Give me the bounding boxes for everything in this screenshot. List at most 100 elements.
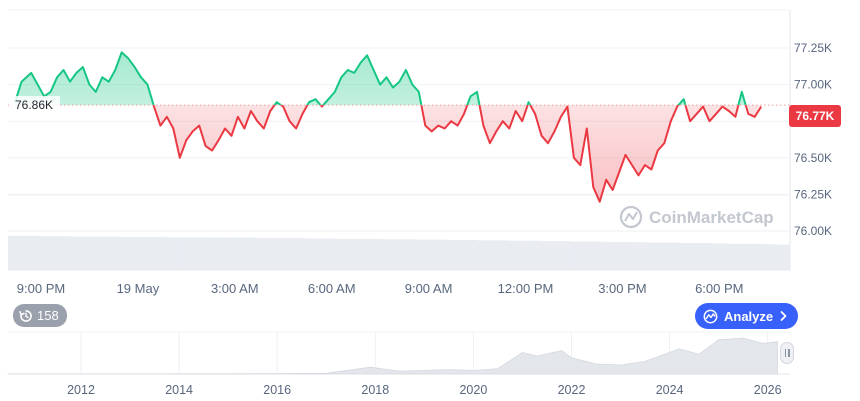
volume-bar: [617, 241, 634, 270]
volume-bar: [289, 238, 306, 270]
price-line-layer: [14, 51, 763, 203]
x-tick-label: 12:00 PM: [498, 281, 554, 296]
x-tick-label: 3:00 PM: [598, 281, 646, 296]
reference-label-bg: [9, 96, 60, 115]
volume-bar: [445, 239, 462, 270]
volume-bar: [39, 236, 56, 270]
volume-bar: [571, 241, 587, 270]
volume-bar: [352, 238, 369, 270]
volume-bar: [320, 238, 337, 270]
volume-bar: [743, 243, 760, 270]
volume-bar: [70, 236, 87, 270]
volume-bar: [758, 244, 775, 270]
history-count: 158: [37, 308, 59, 323]
current-price-tag: 76.77K: [789, 105, 841, 127]
analyze-label: Analyze: [724, 308, 774, 324]
volume-bar: [524, 240, 541, 270]
x-tick-label: 9:00 PM: [17, 281, 65, 296]
volume-bar: [101, 236, 118, 270]
watermark-icon: [619, 205, 643, 229]
x-tick-label: 3:00 AM: [211, 281, 259, 296]
volume-bar: [23, 235, 40, 270]
volume-bar: [477, 240, 494, 270]
navigator-tick-label: 2012: [67, 383, 95, 397]
x-tick-label: 6:00 AM: [308, 281, 356, 296]
analyze-button[interactable]: Analyze: [695, 303, 799, 329]
y-tick-label: 77.00K: [794, 78, 832, 92]
volume-bar: [414, 239, 431, 270]
navigator-tick-label: 2016: [263, 383, 291, 397]
navigator-tick-label: 2018: [361, 383, 389, 397]
volume-bar: [727, 243, 744, 270]
volume-bar: [305, 238, 322, 270]
y-tick-label: 77.25K: [794, 41, 832, 55]
volume-bar: [586, 241, 603, 270]
navigator-tick-label: 2020: [459, 383, 487, 397]
volume-bar: [242, 237, 259, 270]
analyze-icon: [703, 309, 718, 323]
navigator-tick-label: 2024: [656, 383, 684, 397]
y-tick-label: 76.00K: [794, 224, 832, 238]
y-grid: [8, 9, 791, 271]
volume-bar: [195, 237, 212, 270]
volume-bar: [633, 242, 650, 270]
price-line-above: [14, 51, 747, 106]
volume-bar: [711, 243, 728, 270]
volume-bar: [54, 236, 71, 270]
volume-bar: [367, 238, 384, 270]
volume-bar: [461, 239, 478, 270]
watermark-icon-mark: [624, 211, 638, 222]
history-icon: [19, 309, 32, 322]
reference-line-layer: 76.86K: [8, 96, 790, 115]
volume-bar: [336, 238, 353, 270]
volume-bars: [8, 235, 791, 270]
volume-bar: [258, 238, 275, 270]
volume-bar: [508, 240, 525, 270]
navigator-handle[interactable]: [780, 342, 794, 364]
navigator-tick-label: 2022: [558, 383, 586, 397]
navigator[interactable]: 2012 2014 2016 2018 2020 2022 2024 2026: [7, 331, 790, 397]
volume-bar: [602, 241, 619, 270]
volume-bar: [226, 237, 243, 270]
volume-bar: [117, 236, 134, 270]
y-tick-label: 76.50K: [794, 151, 832, 165]
watermark-text: CoinMarketCap: [649, 208, 774, 227]
x-tick-label: 9:00 AM: [405, 281, 453, 296]
navigator-tick-label: 2026: [754, 383, 782, 397]
volume-bar: [86, 236, 103, 270]
volume-bar: [180, 237, 196, 270]
volume-bar: [664, 242, 681, 270]
y-tick-label: 76.25K: [794, 187, 832, 201]
volume-bar: [430, 239, 447, 270]
volume-bar: [696, 243, 713, 270]
volume-bar: [492, 240, 509, 270]
volume-bar: [399, 239, 415, 270]
volume-bar: [774, 244, 791, 270]
volume-bar: [211, 237, 228, 270]
reference-label: 76.86K: [15, 98, 53, 112]
navigator-tick-label: 2014: [165, 383, 193, 397]
volume-bar: [164, 237, 181, 270]
volume-bar: [133, 236, 150, 270]
chevron-right-icon: [780, 311, 787, 321]
price-line-below: [152, 105, 763, 203]
volume-bar: [383, 239, 400, 270]
history-button[interactable]: 158: [13, 304, 67, 327]
price-area: [15, 52, 762, 202]
watermark: CoinMarketCap: [619, 205, 774, 229]
volume-bar: [539, 241, 556, 270]
x-tick-label: 6:00 PM: [695, 281, 743, 296]
price-area-below: [15, 105, 762, 202]
navigator-area: [7, 337, 778, 375]
volume-bar: [8, 235, 24, 270]
volume-bar: [273, 238, 290, 270]
volume-bar: [680, 243, 697, 270]
x-tick-label: 19 May: [117, 281, 160, 296]
price-area-above: [15, 52, 746, 106]
x-axis: 9:00 PM 19 May 3:00 AM 6:00 AM 9:00 AM 12:00 …: [17, 281, 744, 296]
volume-bar: [649, 242, 666, 270]
volume-bar: [148, 236, 165, 270]
volume-bar: [555, 241, 572, 270]
